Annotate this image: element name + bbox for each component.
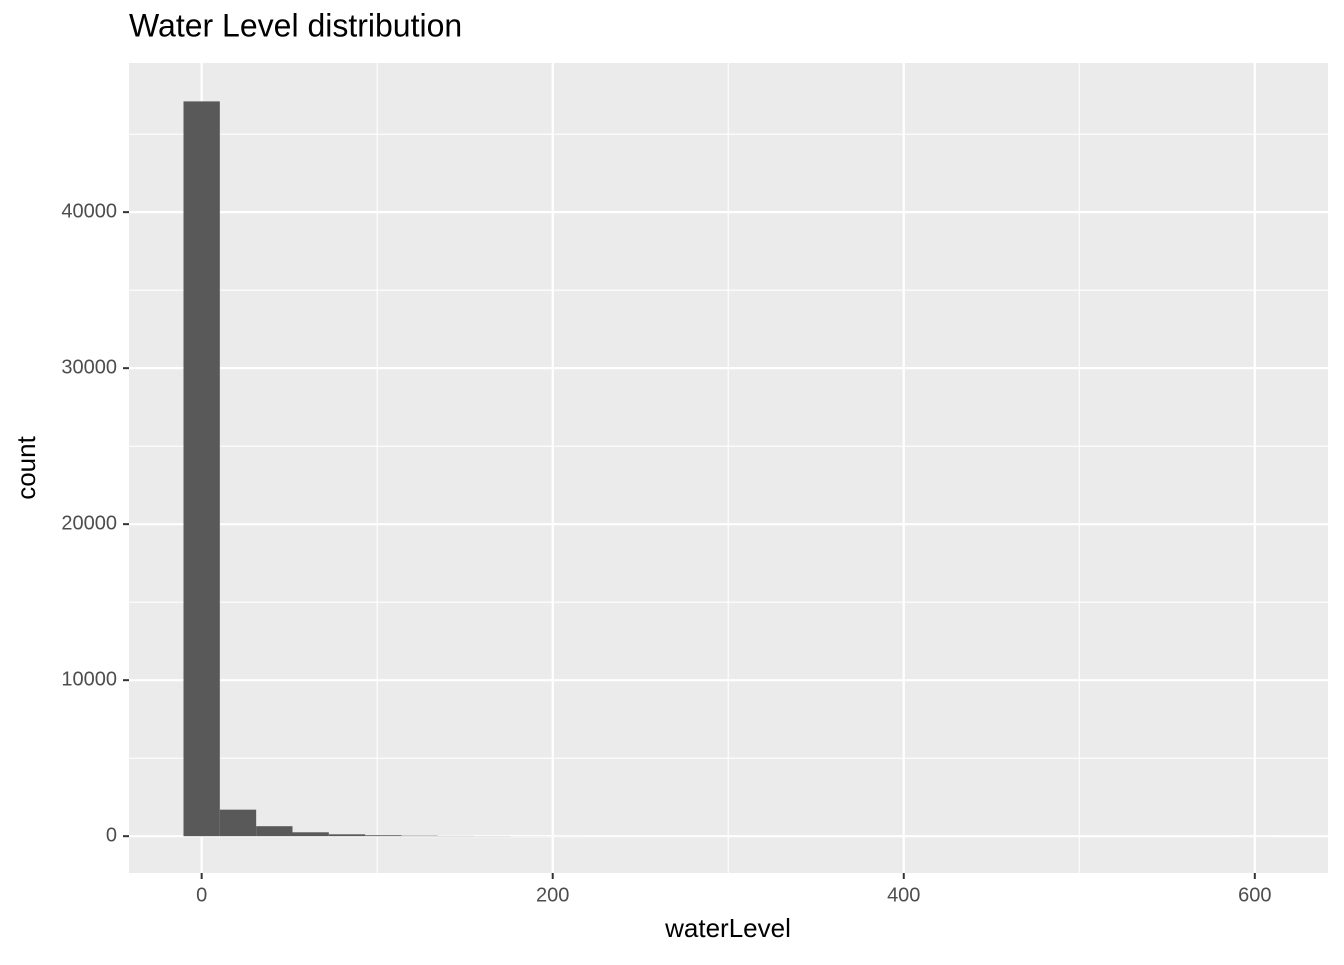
- bar: [365, 835, 401, 836]
- chart-title: Water Level distribution: [129, 7, 462, 43]
- y-tick-label: 20000: [61, 512, 117, 534]
- x-tick-label: 0: [196, 884, 207, 906]
- x-tick-label: 200: [536, 884, 569, 906]
- bar: [220, 810, 256, 837]
- bar: [184, 101, 220, 836]
- y-tick-label: 30000: [61, 356, 117, 378]
- bar: [329, 834, 365, 836]
- y-tick-label: 10000: [61, 668, 117, 690]
- bar: [256, 826, 292, 836]
- x-axis-title: waterLevel: [664, 913, 791, 943]
- bar: [293, 832, 329, 836]
- y-tick-label: 40000: [61, 200, 117, 222]
- y-axis-title: count: [11, 435, 41, 499]
- x-tick-label: 400: [887, 884, 920, 906]
- y-tick-label: 0: [106, 824, 117, 846]
- x-tick-label: 600: [1238, 884, 1271, 906]
